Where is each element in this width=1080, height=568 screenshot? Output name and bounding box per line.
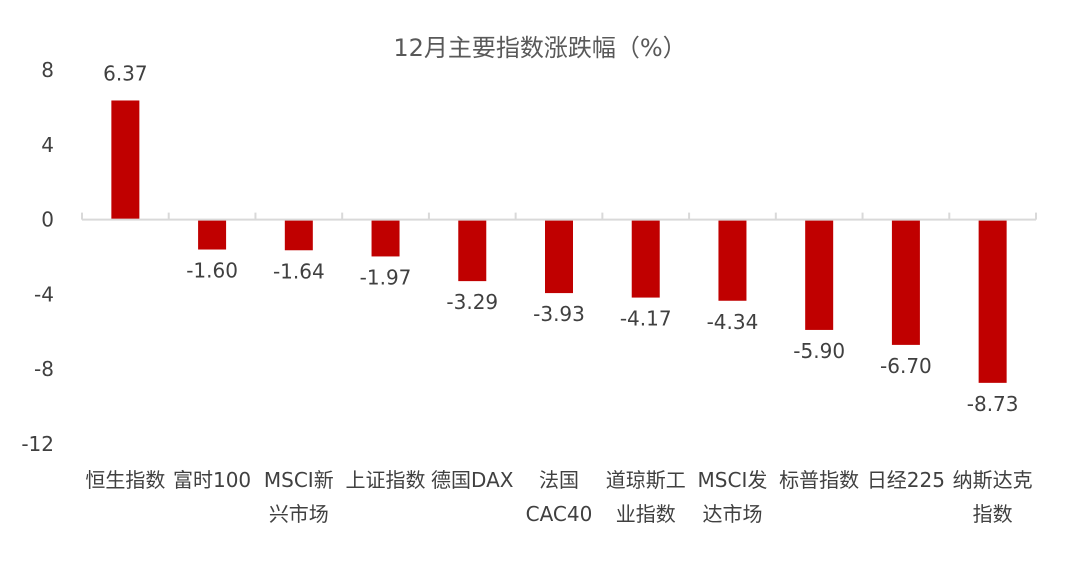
category-label-line: 道琼斯工 xyxy=(605,468,686,492)
category-label-line: 纳斯达克 xyxy=(952,468,1033,492)
category-label: 法国 CAC40 xyxy=(515,463,603,531)
category-label: 上证指数 xyxy=(342,463,430,497)
category-label: 富时100 xyxy=(168,463,256,497)
category-label: 德国DAX xyxy=(428,463,516,497)
value-label: -1.97 xyxy=(360,265,412,289)
bars xyxy=(111,100,1007,383)
x-axis xyxy=(81,212,1037,221)
bar xyxy=(805,219,834,330)
value-label: -3.93 xyxy=(533,302,585,326)
value-label: -6.70 xyxy=(880,354,932,378)
category-label-line: 业指数 xyxy=(615,502,676,526)
y-tick-label: -4 xyxy=(34,282,54,306)
category-label-line: 指数 xyxy=(972,502,1013,526)
chart-title: 12月主要指数涨跌幅（%） xyxy=(393,34,687,62)
category-label-line: MSCI发 xyxy=(697,468,768,492)
category-label-line: 恒生指数 xyxy=(85,468,166,492)
bar xyxy=(371,219,400,257)
category-label: 日经225 xyxy=(862,463,950,497)
value-label: -4.17 xyxy=(620,307,672,331)
bar xyxy=(891,219,920,345)
category-label: 标普指数 xyxy=(775,463,863,497)
category-label-line: 标普指数 xyxy=(779,468,860,492)
category-label: MSCI发达市场 xyxy=(688,463,776,531)
bar xyxy=(718,219,747,301)
category-label-line: 法国 xyxy=(539,468,579,492)
y-axis: 8 4 0 -4 -8 -12 xyxy=(21,58,54,456)
value-labels: 6.37 -1.60 -1.64 -1.97 -3.29 -3.93 -4.17 -4.34 -… xyxy=(103,61,1018,415)
bar xyxy=(111,100,140,220)
category-label: 恒生指数 xyxy=(81,463,169,497)
bar xyxy=(545,219,573,294)
value-label: -3.29 xyxy=(446,290,498,314)
y-tick-label: -12 xyxy=(21,432,54,456)
category-label-line: 兴市场 xyxy=(268,502,329,526)
value-label: -8.73 xyxy=(967,392,1019,416)
bar xyxy=(284,219,313,251)
bar xyxy=(978,219,1007,383)
category-label: 纳斯达克 指数 xyxy=(949,463,1037,531)
value-label: -1.60 xyxy=(186,259,238,283)
y-tick-label: 8 xyxy=(41,58,54,82)
category-label-line: CAC40 xyxy=(525,502,593,526)
category-label: 道琼斯工 业指数 xyxy=(602,463,690,531)
y-tick-label: 4 xyxy=(41,133,54,157)
bar xyxy=(198,219,227,250)
y-tick-label: 0 xyxy=(41,208,54,232)
value-label: -5.90 xyxy=(793,339,845,363)
category-label-line: 日经225 xyxy=(866,468,945,492)
bar xyxy=(458,219,487,282)
category-label-line: 达市场 xyxy=(702,502,763,526)
category-label-line: 富时100 xyxy=(172,468,252,492)
y-tick-label: -8 xyxy=(34,357,54,381)
value-label: -4.34 xyxy=(707,310,759,334)
category-label: MSCI新兴市场 xyxy=(255,463,343,531)
bar xyxy=(631,219,660,298)
category-label-line: 德国DAX xyxy=(431,468,514,492)
value-label: -1.64 xyxy=(273,259,325,283)
value-label: 6.37 xyxy=(103,61,148,85)
category-label-line: MSCI新 xyxy=(263,468,334,492)
category-label-line: 上证指数 xyxy=(345,468,426,492)
